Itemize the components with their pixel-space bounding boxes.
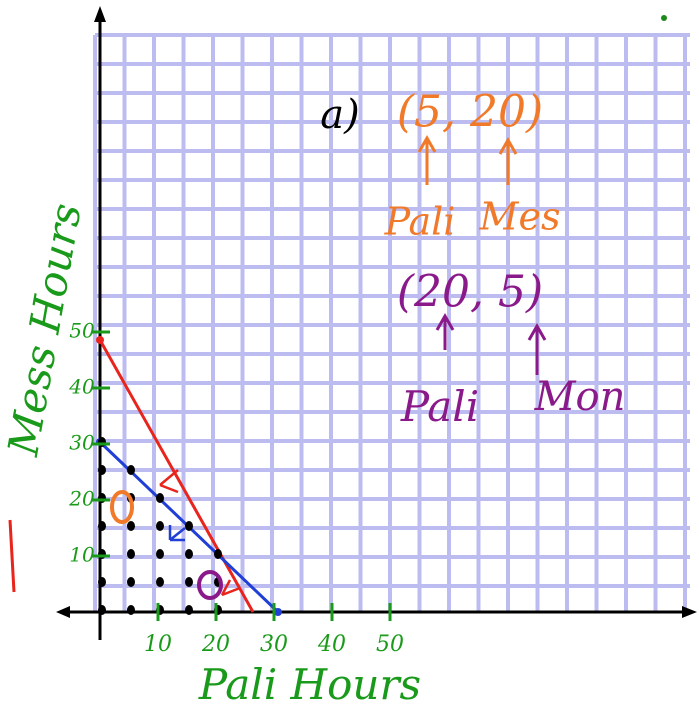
dot bbox=[156, 521, 164, 531]
orange-arrows bbox=[419, 138, 516, 185]
red-stroke bbox=[10, 520, 14, 592]
tick-labels: 10 20 30 40 50 10 20 30 40 50 bbox=[68, 319, 404, 658]
x-tick-label: 50 bbox=[376, 632, 404, 657]
y-tick-label: 30 bbox=[69, 431, 95, 455]
dot bbox=[127, 521, 135, 531]
red-arrow bbox=[160, 470, 178, 492]
dot bbox=[98, 465, 106, 475]
x-tick-label: 20 bbox=[201, 632, 230, 657]
x-arrow-left bbox=[56, 606, 70, 618]
dot bbox=[127, 577, 135, 587]
dot bbox=[185, 521, 193, 531]
point-1-x: Pali bbox=[384, 200, 456, 244]
point-2-x: Pali bbox=[400, 382, 479, 431]
point-1-y: Mes bbox=[479, 195, 561, 239]
dot bbox=[98, 521, 106, 531]
point-2: (20, 5) bbox=[397, 267, 543, 318]
x-arrow-right bbox=[682, 606, 697, 618]
x-tick-label: 10 bbox=[144, 632, 172, 657]
dot bbox=[98, 605, 106, 615]
dot bbox=[98, 577, 106, 587]
dot bbox=[156, 549, 164, 559]
x-tick-label: 30 bbox=[260, 632, 288, 657]
dot bbox=[185, 577, 193, 587]
dot bbox=[127, 549, 135, 559]
dot bbox=[127, 605, 135, 615]
point-1: (5, 20) bbox=[397, 87, 543, 138]
part-label: a) bbox=[320, 92, 359, 138]
orange-circle bbox=[112, 492, 132, 522]
dot bbox=[156, 493, 164, 503]
x-axis-label: Pali Hours bbox=[198, 660, 421, 709]
dot bbox=[185, 549, 193, 559]
dot bbox=[127, 465, 135, 475]
whiteboard: Pali Hours Mess Hours 102030405010203040… bbox=[0, 0, 699, 724]
grid bbox=[95, 35, 690, 612]
y-tick-label: 40 bbox=[68, 375, 95, 399]
point-2-y: Mon bbox=[534, 374, 626, 420]
x-tick-label: 40 bbox=[317, 632, 346, 657]
y-tick-label: 10 bbox=[69, 543, 95, 567]
red-endpoint bbox=[96, 336, 104, 344]
dot bbox=[185, 605, 193, 615]
y-tick-label: 20 bbox=[68, 487, 95, 511]
y-tick-label: 50 bbox=[69, 319, 95, 343]
dot bbox=[156, 577, 164, 587]
dot bbox=[214, 549, 222, 559]
y-arrow bbox=[94, 6, 106, 22]
green-dot bbox=[661, 15, 667, 21]
